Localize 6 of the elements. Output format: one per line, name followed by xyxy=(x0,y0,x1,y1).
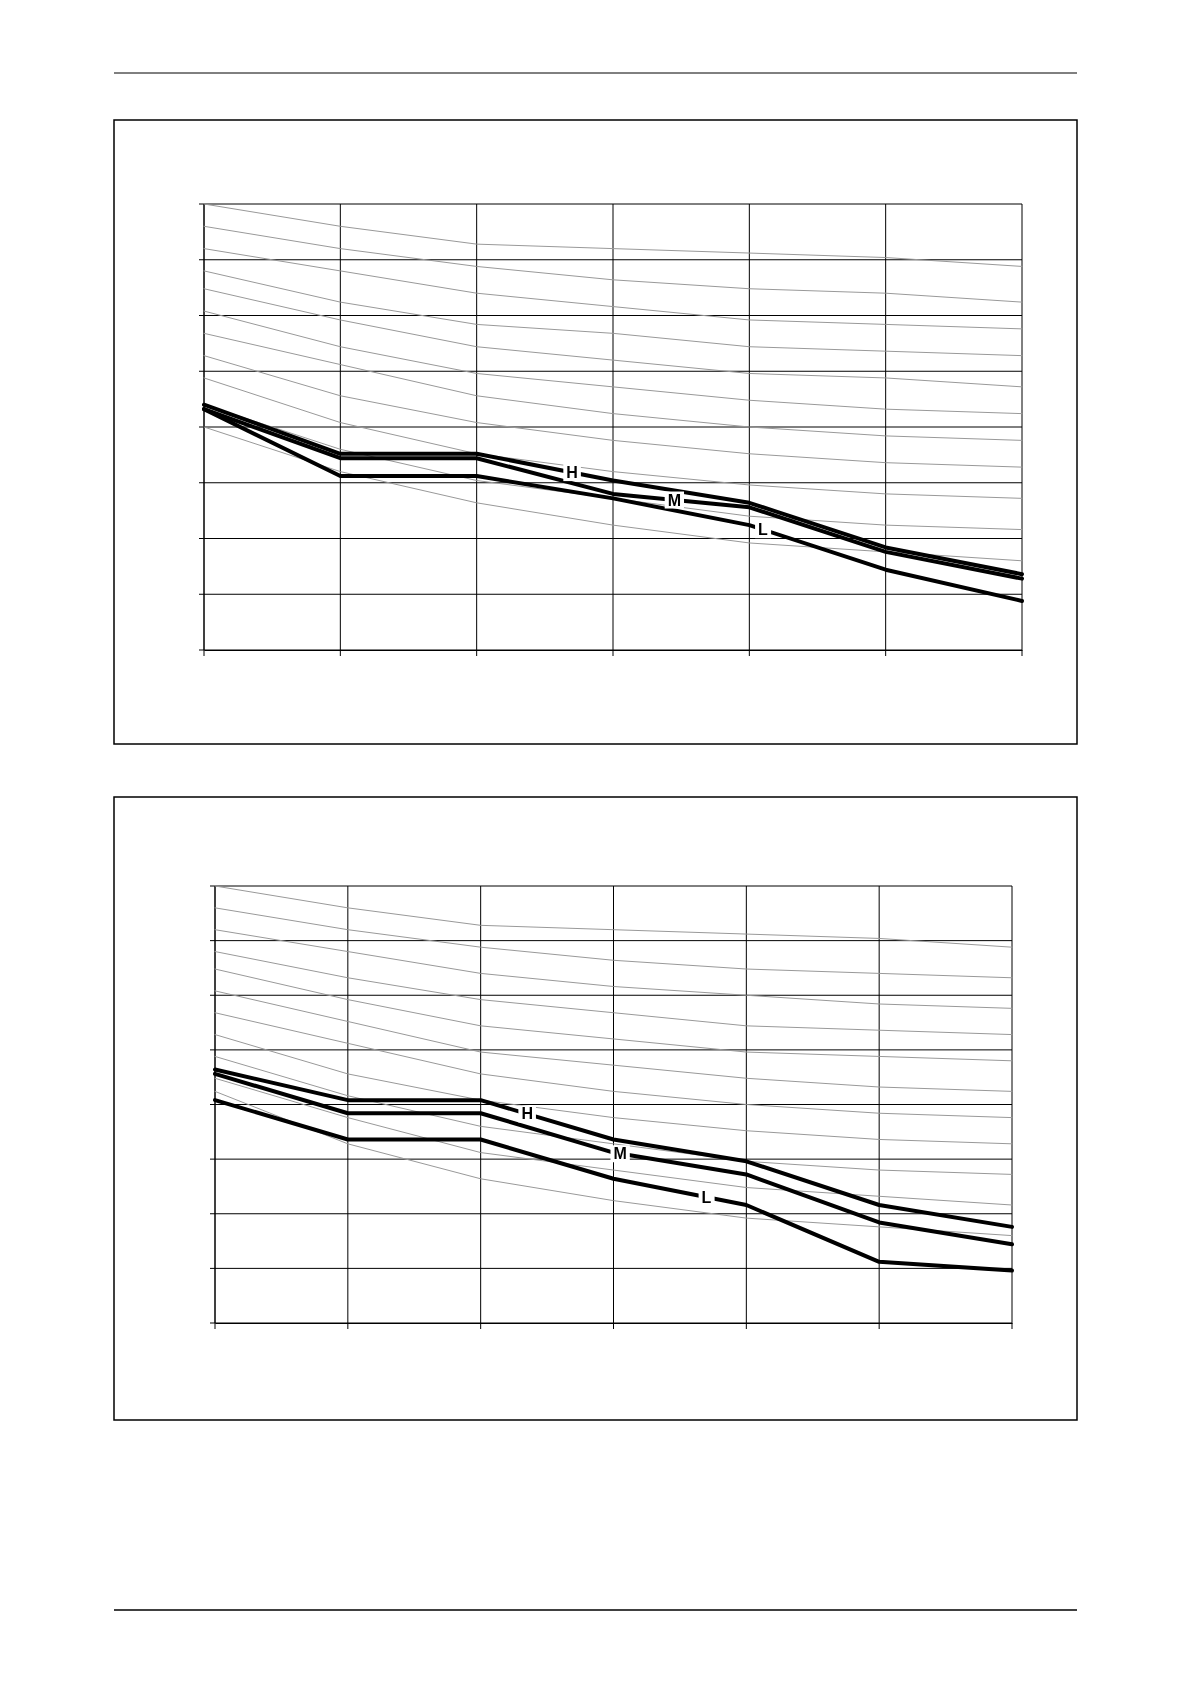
series-label: L xyxy=(701,1188,712,1206)
series-label: L xyxy=(758,521,769,539)
series-label: H xyxy=(566,464,578,482)
series-label: M xyxy=(667,491,682,509)
series-label: M xyxy=(613,1145,627,1163)
series-label: H xyxy=(521,1105,533,1123)
